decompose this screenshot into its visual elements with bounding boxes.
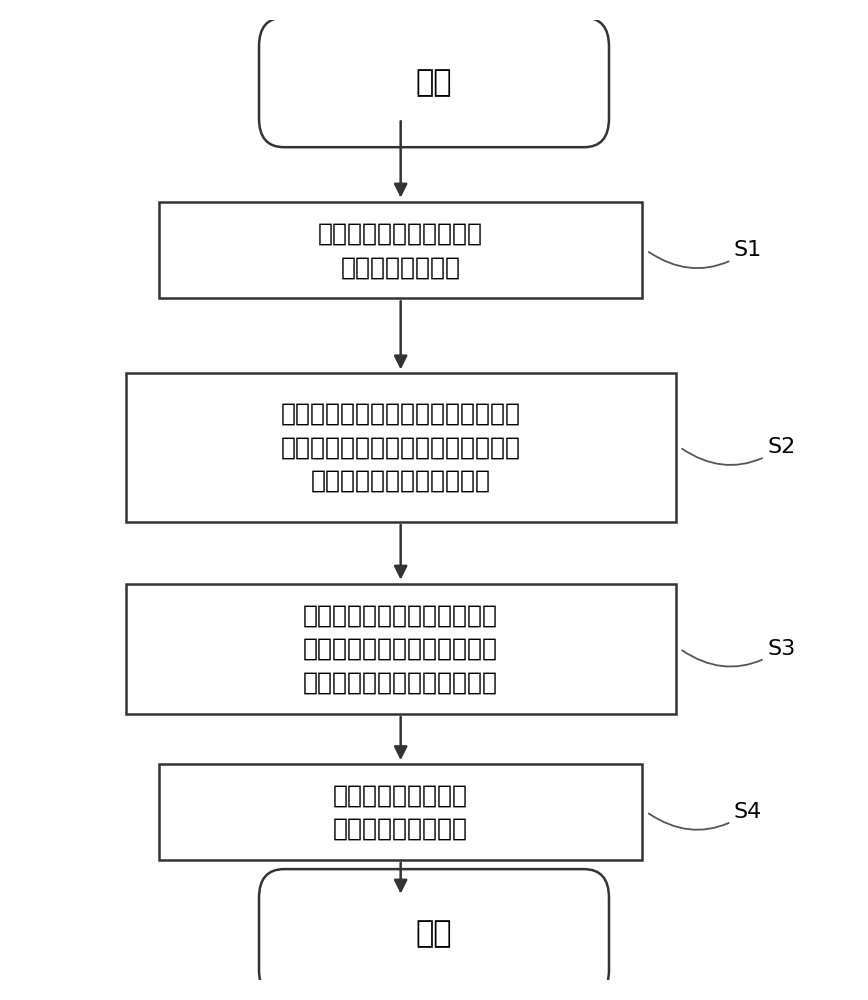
FancyBboxPatch shape	[126, 373, 675, 522]
Text: 根据受测者的年龄信息、
预先设定压力阈值: 根据受测者的年龄信息、 预先设定压力阈值	[319, 222, 483, 279]
Text: 将超声探头通过导轨和气囊相连，控
制气泵给气囊充气，利用气囊缓慢推
动超声探头机构沿导轨运动: 将超声探头通过导轨和气囊相连，控 制气泵给气囊充气，利用气囊缓慢推 动超声探头机…	[280, 402, 521, 493]
Text: S3: S3	[682, 639, 796, 667]
Text: 开始: 开始	[416, 68, 452, 97]
Text: S1: S1	[648, 240, 762, 268]
FancyBboxPatch shape	[159, 202, 642, 298]
FancyBboxPatch shape	[259, 18, 609, 147]
Text: 结束: 结束	[416, 919, 452, 948]
Text: S4: S4	[648, 802, 762, 830]
Text: 通过压力传感器实时检测当前
压力值，当压力值到达预设压
力阈值时，控制气泵停止充气: 通过压力传感器实时检测当前 压力值，当压力值到达预设压 力阈值时，控制气泵停止充…	[303, 603, 498, 694]
FancyBboxPatch shape	[159, 764, 642, 860]
FancyBboxPatch shape	[259, 869, 609, 999]
Text: 获取两个相对设置的
超声探头之间的距离: 获取两个相对设置的 超声探头之间的距离	[333, 783, 468, 841]
FancyBboxPatch shape	[126, 584, 675, 714]
Text: S2: S2	[682, 437, 796, 465]
